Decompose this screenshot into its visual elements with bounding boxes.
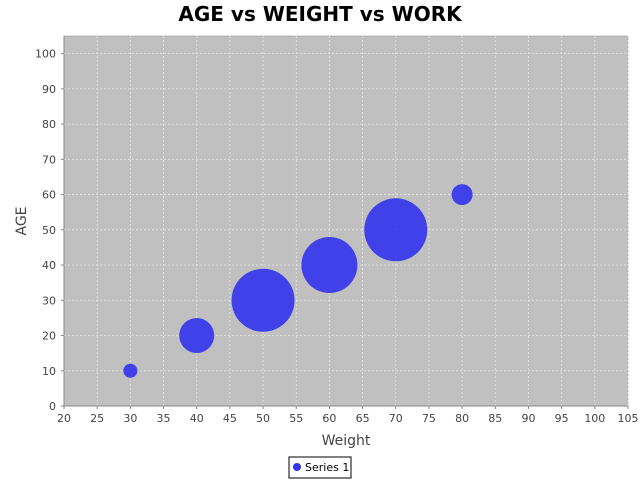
x-tick-label: 40 (190, 412, 204, 425)
plot-area (63, 35, 629, 407)
x-tick-label: 50 (256, 412, 270, 425)
y-tick-label: 80 (42, 118, 56, 131)
bubbles (123, 184, 473, 378)
x-tick-label: 80 (455, 412, 469, 425)
y-tick-label: 30 (42, 294, 56, 307)
bubble-point (364, 198, 428, 262)
x-tick-label: 85 (488, 412, 502, 425)
y-tick-label: 10 (42, 365, 56, 378)
chart-title: AGE vs WEIGHT vs WORK (178, 2, 463, 26)
x-tick-label: 55 (289, 412, 303, 425)
x-tick-label: 20 (57, 412, 71, 425)
bubble-point (179, 318, 215, 354)
y-axis-label: AGE (14, 206, 30, 235)
grid-lines (63, 36, 629, 407)
x-tick-label: 90 (521, 412, 535, 425)
y-tick-label: 70 (42, 153, 56, 166)
x-tick-label: 65 (356, 412, 370, 425)
y-tick-label: 90 (42, 83, 56, 96)
y-tick-label: 50 (42, 224, 56, 237)
y-tick-label: 60 (42, 189, 56, 202)
y-tick-label: 40 (42, 259, 56, 272)
axes (63, 36, 628, 407)
bubble-point (451, 184, 473, 206)
bubble-point (301, 237, 358, 294)
x-tick-label: 35 (157, 412, 171, 425)
x-tick-label: 95 (555, 412, 569, 425)
legend-marker (293, 463, 301, 471)
y-tick-label: 100 (35, 48, 56, 61)
legend-box (288, 456, 352, 479)
y-tick-label: 20 (42, 330, 56, 343)
x-tick-label: 70 (389, 412, 403, 425)
x-axis-label: Weight (322, 433, 371, 449)
bubble-point (123, 363, 138, 378)
x-tick-label: 45 (223, 412, 237, 425)
x-tick-label: 30 (123, 412, 137, 425)
x-tick-label: 75 (422, 412, 436, 425)
x-tick-label: 100 (584, 412, 605, 425)
legend-label: Series 1 (305, 461, 349, 474)
y-tick-label: 0 (49, 400, 56, 413)
x-tick-label: 105 (618, 412, 639, 425)
legend: Series 1 (288, 456, 352, 479)
x-tick-label: 25 (90, 412, 104, 425)
y-ticks: 0 10 20 30 40 50 60 70 80 90 100 (35, 48, 64, 413)
bubble-point (231, 268, 295, 332)
x-tick-label: 60 (322, 412, 336, 425)
x-ticks: 20 25 30 35 40 45 50 55 60 65 70 75 80 85 90 95 100 105 (57, 406, 639, 425)
